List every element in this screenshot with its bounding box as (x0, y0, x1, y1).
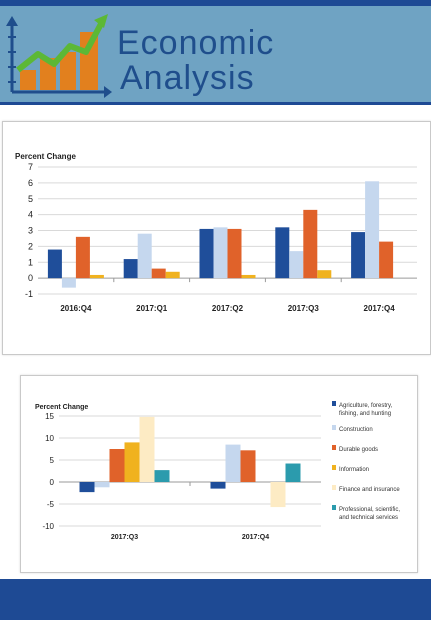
bar-2017:Q3-4 (139, 416, 155, 482)
brand-title-line1: Economic (117, 24, 275, 62)
legend-label: Durable goods (339, 447, 378, 453)
y-axis-title: Percent Change (35, 404, 88, 411)
x-category-label: 2017:Q2 (212, 304, 244, 313)
y-tick-label: 15 (45, 412, 54, 421)
bar-2017:Q4-5 (285, 463, 301, 482)
bar-2017:Q1-1 (137, 233, 152, 279)
x-category-label: 2017:Q3 (288, 304, 320, 313)
bar-2017:Q4-0 (351, 232, 366, 279)
top-bar (0, 0, 431, 6)
bar-2017:Q4-2 (240, 450, 256, 482)
bar-2017:Q2-0 (199, 228, 214, 279)
legend-swatch-4 (332, 485, 336, 490)
x-category-label: 2016:Q4 (60, 304, 92, 313)
legend-label: Agriculture, forestry, (339, 403, 393, 409)
bar-2017:Q3-2 (109, 449, 125, 482)
y-tick-label: 2 (28, 241, 33, 251)
legend-swatch-2 (332, 445, 336, 450)
bar-2017:Q3-0 (275, 227, 290, 279)
x-category-label: 2017:Q4 (242, 534, 269, 541)
y-tick-label: 1 (28, 257, 33, 267)
legend-label: and technical services (339, 515, 398, 521)
bar-2017:Q1-2 (151, 268, 166, 279)
bar-2017:Q4-1 (225, 444, 241, 482)
bar-2017:Q2-2 (227, 228, 242, 279)
bar-2017:Q3-5 (154, 470, 170, 482)
bar-2017:Q3-1 (94, 482, 110, 488)
bar-2016:Q4-1 (61, 278, 76, 288)
bar-2017:Q4-2 (379, 241, 394, 279)
bar-2017:Q3-0 (79, 482, 95, 493)
y-tick-label: 0 (28, 273, 33, 283)
bar-2016:Q4-3 (89, 274, 104, 279)
legend-swatch-0 (332, 401, 336, 406)
header-banner: Economic Analysis (0, 6, 431, 102)
y-tick-label: 7 (28, 162, 33, 172)
x-category-label: 2017:Q4 (364, 304, 396, 313)
brand-title-line2: Analysis (120, 59, 255, 97)
y-tick-label: 4 (28, 210, 33, 220)
y-tick-label: 5 (50, 456, 55, 465)
y-tick-label: 3 (28, 226, 33, 236)
y-tick-label: 0 (50, 478, 55, 487)
bar-2017:Q3-1 (289, 251, 304, 279)
bar-2017:Q1-0 (123, 259, 138, 279)
y-tick-label: 6 (28, 178, 33, 188)
growth-chart-logo-icon (6, 14, 112, 98)
bar-2017:Q3-3 (317, 270, 332, 279)
header-divider (0, 102, 431, 105)
x-category-label: 2017:Q1 (136, 304, 168, 313)
legend-swatch-3 (332, 465, 336, 470)
y-tick-label: -5 (47, 500, 55, 509)
y-tick-label: 10 (45, 434, 54, 443)
legend-swatch-5 (332, 505, 336, 510)
footer-bar (0, 579, 431, 620)
bar-2016:Q4-0 (47, 249, 62, 279)
legend-label: Information (339, 467, 369, 473)
legend-swatch-1 (332, 425, 336, 430)
y-tick-label: -10 (42, 522, 54, 531)
y-axis-title: Percent Change (15, 152, 76, 161)
chart-card-quarterly: -1 0 1 2 3 4 5 6 7 Percent Change 2016:Q4 2017:Q1 20… (2, 121, 431, 355)
bar-2017:Q4-1 (365, 181, 380, 279)
legend-label: Finance and insurance (339, 487, 400, 493)
bar-2017:Q3-2 (303, 209, 318, 279)
x-category-label: 2017:Q3 (111, 534, 138, 541)
y-tick-label: 5 (28, 194, 33, 204)
bar-2017:Q2-1 (213, 227, 228, 279)
legend-label: Professional, scientific, (339, 507, 400, 513)
bar-2016:Q4-2 (75, 236, 90, 279)
y-tick-label: -1 (25, 289, 33, 299)
bar-2017:Q4-4 (270, 482, 286, 508)
chart-card-industries: -10 -5 0 5 10 15 Percent Change 2017:Q3 2017:Q4 A… (20, 375, 418, 573)
legend-label: Construction (339, 427, 373, 433)
bar-2017:Q4-0 (210, 482, 226, 489)
bar-2017:Q3-3 (124, 442, 140, 482)
bar-2017:Q1-3 (165, 271, 180, 279)
legend-label: fishing, and hunting (339, 411, 391, 417)
bar-2017:Q2-3 (241, 274, 256, 279)
